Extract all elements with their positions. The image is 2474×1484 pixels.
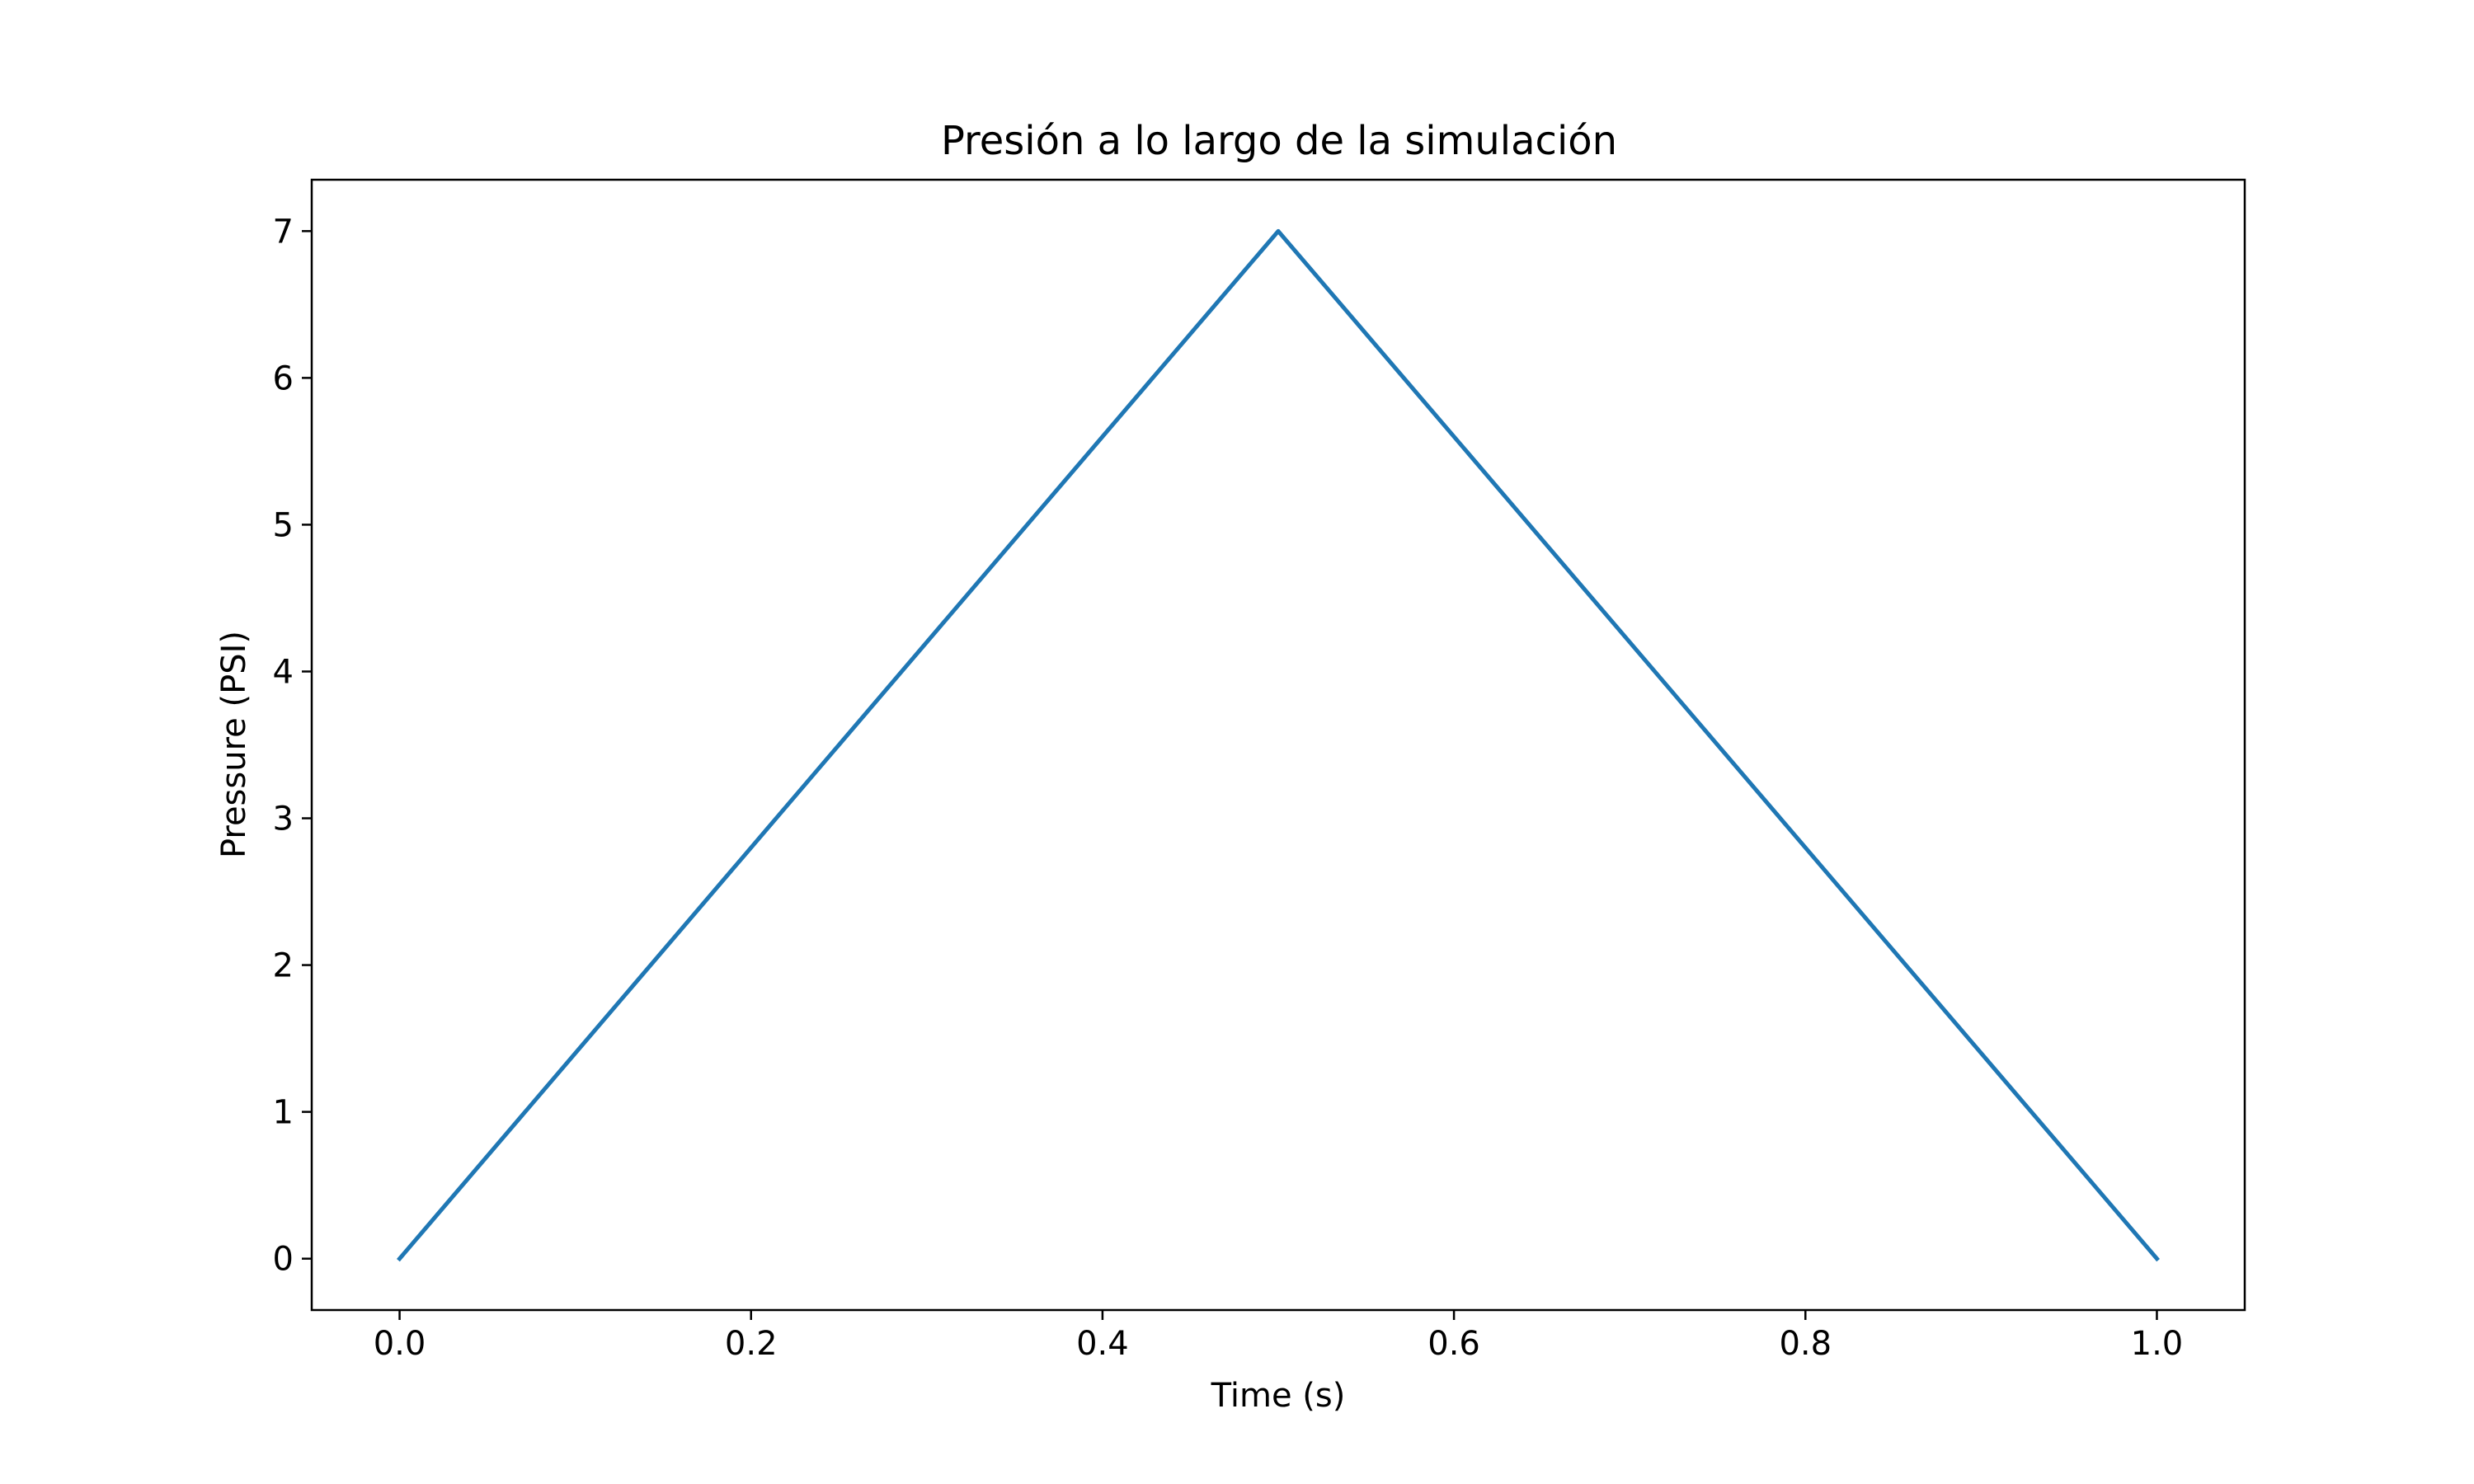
y-tick-label: 3	[273, 801, 294, 838]
y-tick-label: 1	[273, 1094, 294, 1132]
y-tick-label: 6	[273, 359, 294, 397]
x-tick-label: 0.0	[374, 1325, 426, 1363]
y-axis-ticks: 0 1 2 3 4 5 6 7	[273, 213, 312, 1279]
y-tick-label: 4	[273, 653, 294, 691]
chart-title: Presión a lo largo de la simulación	[941, 118, 1617, 164]
x-tick-label: 0.6	[1427, 1325, 1480, 1363]
x-tick-label: 1.0	[2131, 1325, 2184, 1363]
y-axis-label: Pressure (PSI)	[215, 631, 253, 858]
x-tick-label: 0.2	[725, 1325, 778, 1363]
x-axis-label: Time (s)	[1211, 1377, 1346, 1415]
y-tick-label: 5	[273, 506, 294, 544]
x-axis-ticks: 0.0 0.2 0.4 0.6 0.8 1.0	[374, 1310, 2184, 1363]
y-tick-label: 0	[273, 1241, 294, 1279]
plot-area-frame	[310, 178, 2246, 1312]
y-tick-label: 7	[273, 213, 294, 251]
x-tick-label: 0.8	[1779, 1325, 1832, 1363]
series-layer	[397, 228, 2160, 1262]
x-tick-label: 0.4	[1076, 1325, 1129, 1363]
y-tick-label: 2	[273, 947, 294, 985]
series-line	[397, 228, 2160, 1262]
